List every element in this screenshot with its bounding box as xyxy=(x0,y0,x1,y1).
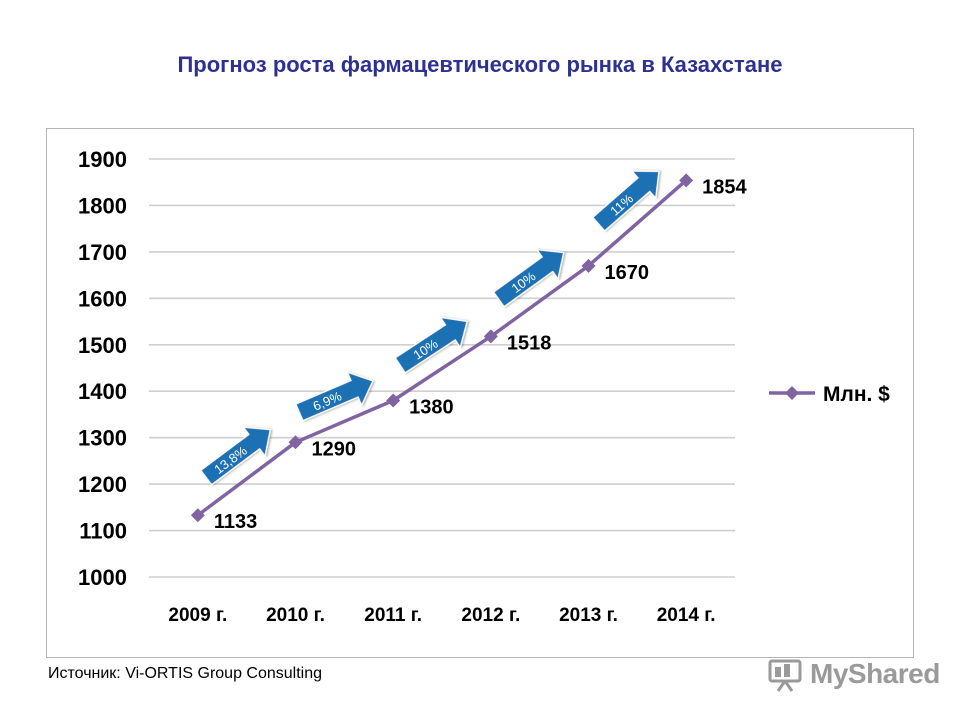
y-tick-label: 1300 xyxy=(78,426,127,451)
data-point xyxy=(386,393,401,408)
y-tick-label: 1200 xyxy=(78,472,127,497)
x-tick-label: 2009 г. xyxy=(168,605,227,626)
source-note: Источник: Vi-ORTIS Group Consulting xyxy=(48,665,323,682)
growth-arrow: 11% xyxy=(591,170,660,232)
growth-arrow: 6,9% xyxy=(295,371,374,422)
series-line xyxy=(196,179,688,517)
growth-arrow: 10% xyxy=(394,316,468,374)
y-tick-label: 1000 xyxy=(78,565,127,590)
watermark-text: MyShared xyxy=(810,658,940,689)
y-tick-label: 1800 xyxy=(78,193,127,218)
data-point xyxy=(190,508,205,523)
data-label: 1290 xyxy=(312,438,357,460)
watermark-logo: MyShared xyxy=(766,655,940,695)
data-label: 1854 xyxy=(702,176,747,198)
presentation-board-icon xyxy=(768,659,802,692)
data-label: 1133 xyxy=(214,511,257,533)
growth-arrow-shape xyxy=(295,371,374,422)
y-tick-label: 1700 xyxy=(78,240,127,265)
page-title: Прогноз роста фармацевтического рынка в … xyxy=(177,52,783,77)
data-label: 1518 xyxy=(507,332,552,354)
y-tick-label: 1900 xyxy=(78,147,127,172)
y-tick-label: 1400 xyxy=(78,379,127,404)
y-tick-label: 1100 xyxy=(79,519,127,544)
x-tick-label: 2014 г. xyxy=(657,605,716,626)
line-chart: 1000 1100 1200 1300 1400 1500 1600 1700 1800 1900… xyxy=(78,147,890,626)
y-tick-label: 1500 xyxy=(78,333,127,358)
data-label: 1670 xyxy=(605,262,650,284)
data-label: 1380 xyxy=(409,397,454,419)
growth-arrow-shape xyxy=(591,170,660,232)
x-tick-label: 2013 г. xyxy=(559,605,618,626)
legend-marker xyxy=(785,386,799,400)
data-point xyxy=(679,173,694,188)
x-tick-label: 2010 г. xyxy=(266,605,325,626)
growth-arrow-shape xyxy=(199,426,272,486)
data-point xyxy=(288,435,303,450)
growth-arrow: 10% xyxy=(492,248,565,308)
growth-arrow-shape xyxy=(394,316,468,374)
legend-label: Млн. $ xyxy=(823,383,890,406)
y-tick-label: 1600 xyxy=(78,286,127,311)
growth-arrow: 13,8% xyxy=(199,426,272,486)
growth-arrow-shape xyxy=(492,248,565,308)
x-tick-label: 2012 г. xyxy=(461,605,520,626)
data-point xyxy=(581,258,596,273)
data-point xyxy=(483,329,498,344)
chart-frame: 1000 1100 1200 1300 1400 1500 1600 1700 1800 1900… xyxy=(46,128,914,658)
x-tick-label: 2011 г. xyxy=(364,605,422,626)
